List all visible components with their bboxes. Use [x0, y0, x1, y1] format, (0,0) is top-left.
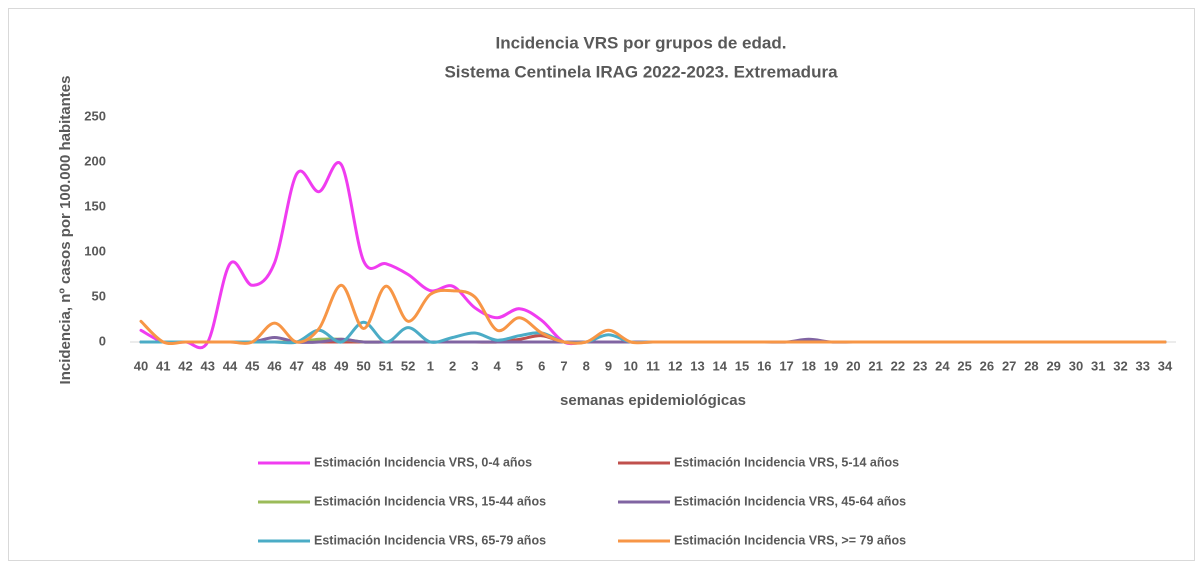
x-tick-label: 46: [267, 358, 281, 373]
x-tick-label: 43: [201, 358, 215, 373]
x-tick-label: 28: [1024, 358, 1038, 373]
x-tick-label: 21: [868, 358, 882, 373]
x-tick-label: 45: [245, 358, 259, 373]
x-tick-label: 47: [290, 358, 304, 373]
x-tick-label: 10: [624, 358, 638, 373]
x-tick-label: 11: [646, 358, 660, 373]
y-axis-title: Incidencia, nº casos por 100.000 habitan…: [57, 76, 74, 385]
x-tick-label: 4: [494, 358, 502, 373]
chart-title: Incidencia VRS por grupos de edad.: [496, 33, 787, 52]
x-tick-label: 20: [846, 358, 860, 373]
y-tick-label: 200: [84, 153, 106, 168]
x-tick-label: 24: [935, 358, 950, 373]
x-tick-label: 33: [1136, 358, 1150, 373]
x-tick-label: 50: [356, 358, 370, 373]
legend-label: Estimación Incidencia VRS, 45-64 años: [674, 494, 906, 508]
y-tick-label: 0: [99, 333, 106, 348]
chart-border: [8, 8, 1195, 561]
x-tick-label: 3: [471, 358, 478, 373]
x-tick-label: 34: [1158, 358, 1173, 373]
x-tick-label: 25: [957, 358, 971, 373]
x-tick-label: 31: [1091, 358, 1105, 373]
y-tick-label: 250: [84, 108, 106, 123]
x-tick-label: 14: [713, 358, 728, 373]
x-tick-label: 5: [516, 358, 523, 373]
x-tick-label: 18: [802, 358, 816, 373]
series-line: [139, 283, 1167, 346]
x-tick-label: 29: [1046, 358, 1060, 373]
x-tick-label: 9: [605, 358, 612, 373]
x-tick-label: 41: [156, 358, 170, 373]
x-tick-label: 19: [824, 358, 838, 373]
x-tick-label: 13: [690, 358, 704, 373]
x-tick-label: 51: [379, 358, 393, 373]
x-tick-label: 52: [401, 358, 415, 373]
x-tick-label: 44: [223, 358, 238, 373]
legend: Estimación Incidencia VRS, 0-4 años Estim…: [258, 455, 906, 547]
x-tick-label: 23: [913, 358, 927, 373]
x-tick-label: 15: [735, 358, 749, 373]
legend-label: Estimación Incidencia VRS, 5-14 años: [674, 455, 899, 469]
x-tick-label: 48: [312, 358, 326, 373]
legend-label: Estimación Incidencia VRS, 0-4 años: [314, 455, 532, 469]
x-tick-label: 27: [1002, 358, 1016, 373]
x-tick-label: 42: [178, 358, 192, 373]
y-tick-label: 100: [84, 243, 106, 258]
x-axis-title: semanas epidemiológicas: [560, 392, 746, 409]
x-tick-label: 32: [1113, 358, 1127, 373]
chart-subtitle: Sistema Centinela IRAG 2022-2023. Extrem…: [444, 62, 838, 81]
x-tick-label: 2: [449, 358, 456, 373]
x-tick-label: 30: [1069, 358, 1083, 373]
legend-label: Estimación Incidencia VRS, 15-44 años: [314, 494, 546, 508]
x-tick-label: 1: [427, 358, 434, 373]
x-tick-label: 17: [779, 358, 793, 373]
x-tick-label: 12: [668, 358, 682, 373]
x-tick-label: 22: [891, 358, 905, 373]
y-tick-label: 150: [84, 198, 106, 213]
x-tick-label: 40: [134, 358, 148, 373]
x-tick-label: 26: [980, 358, 994, 373]
x-tick-label: 16: [757, 358, 771, 373]
x-tick-label: 6: [538, 358, 545, 373]
x-tick-label: 7: [560, 358, 567, 373]
y-tick-label: 50: [92, 288, 106, 303]
x-tick-label: 49: [334, 358, 348, 373]
legend-label: Estimación Incidencia VRS, 65-79 años: [314, 533, 546, 547]
legend-label: Estimación Incidencia VRS, >= 79 años: [674, 533, 906, 547]
x-tick-label: 8: [583, 358, 590, 373]
